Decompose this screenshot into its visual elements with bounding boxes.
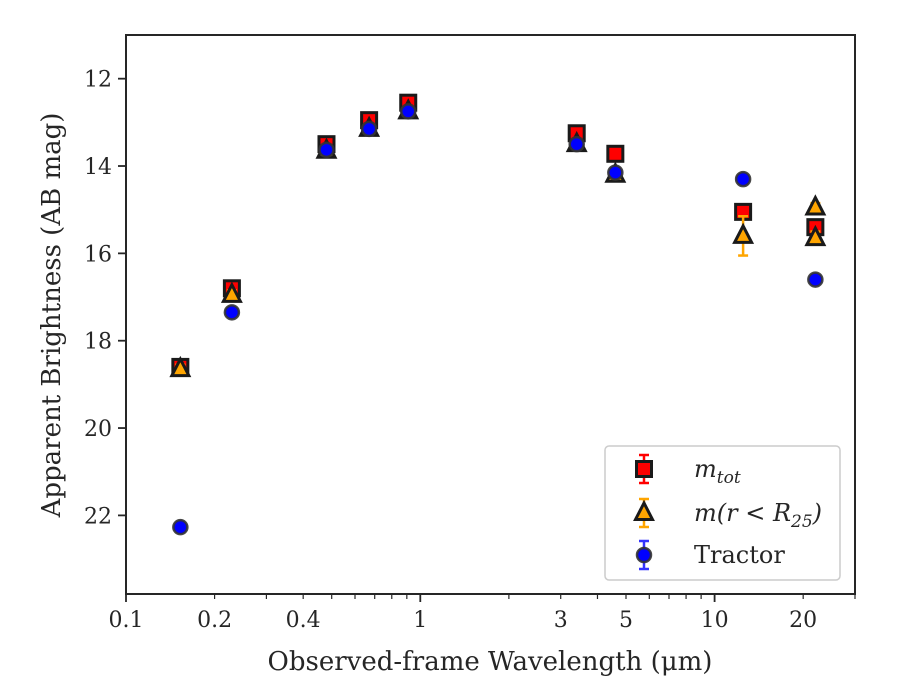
data-point bbox=[223, 304, 241, 321]
legend-label: Tractor bbox=[694, 541, 785, 569]
x-tick-label: 5 bbox=[619, 608, 633, 633]
legend-label: m(r < R25) bbox=[694, 499, 822, 532]
y-tick-label: 14 bbox=[84, 155, 112, 180]
x-axis-label: Observed-frame Wavelength (μm) bbox=[268, 647, 713, 677]
marker-circle bbox=[223, 304, 241, 321]
marker-circle bbox=[607, 164, 624, 181]
legend-box bbox=[604, 445, 841, 581]
y-tick-label: 20 bbox=[84, 417, 112, 442]
x-tick-label: 0.2 bbox=[197, 608, 232, 633]
data-point bbox=[734, 170, 752, 188]
marker-circle bbox=[172, 518, 189, 536]
data-point bbox=[804, 224, 827, 247]
y-tick-label: 12 bbox=[84, 68, 112, 93]
marker-circle bbox=[734, 170, 752, 188]
marker-circle bbox=[568, 135, 585, 153]
data-point bbox=[606, 144, 625, 163]
legend-label-main: m bbox=[694, 455, 717, 483]
series-square bbox=[171, 93, 825, 376]
marker-circle bbox=[360, 120, 378, 138]
series-triangle bbox=[169, 98, 827, 378]
data-point bbox=[169, 355, 192, 378]
legend-label-rest: ) bbox=[812, 499, 822, 527]
data-point bbox=[568, 135, 585, 153]
marker-triangle bbox=[732, 222, 755, 244]
x-tick-label: 3 bbox=[554, 608, 568, 633]
marker-triangle bbox=[633, 499, 655, 521]
plot-frame bbox=[125, 34, 856, 595]
x-tick-label: 0.4 bbox=[286, 608, 321, 633]
marker-square bbox=[635, 460, 653, 478]
data-point bbox=[318, 141, 335, 159]
data-point bbox=[804, 194, 827, 216]
legend-label-sub: 25 bbox=[790, 512, 813, 532]
x-tick-label: 1 bbox=[413, 608, 427, 633]
data-point bbox=[807, 271, 824, 288]
x-axis-ticks: 0.1 0.2 0.4 1 3 5 10 20 bbox=[109, 594, 856, 633]
y-tick-label: 16 bbox=[84, 242, 112, 267]
data-marks bbox=[169, 93, 827, 536]
legend-entry: m(r < R25) bbox=[633, 497, 822, 532]
data-point bbox=[399, 103, 417, 120]
series-circle bbox=[172, 103, 824, 536]
y-tick-label: 22 bbox=[84, 504, 112, 529]
marker-triangle bbox=[804, 194, 827, 216]
legend-label-main: Tractor bbox=[694, 541, 785, 569]
legend-label: mtot bbox=[694, 455, 741, 488]
y-tick-label: 18 bbox=[84, 330, 112, 355]
x-tick-label: 20 bbox=[789, 608, 817, 633]
legend: mtot m(r < R25) Tractor bbox=[604, 445, 841, 581]
marker-circle bbox=[635, 546, 653, 564]
marker-square bbox=[606, 144, 625, 163]
legend-label-sub: tot bbox=[717, 468, 741, 488]
x-tick-label: 0.1 bbox=[109, 608, 144, 633]
legend-label-main: m(r < R bbox=[694, 499, 791, 527]
x-tick-label: 10 bbox=[701, 608, 729, 633]
legend-entry: mtot bbox=[635, 453, 741, 488]
data-point bbox=[220, 281, 243, 303]
data-point bbox=[172, 518, 189, 536]
marker-triangle bbox=[169, 355, 192, 378]
legend-entry: Tractor bbox=[635, 539, 785, 571]
data-point bbox=[607, 164, 624, 181]
y-axis-label: Apparent Brightness (AB mag) bbox=[37, 113, 67, 519]
marker-circle bbox=[318, 141, 335, 159]
data-point bbox=[360, 120, 378, 138]
marker-triangle bbox=[804, 224, 827, 247]
data-point bbox=[732, 214, 755, 257]
marker-circle bbox=[807, 271, 824, 288]
marker-circle bbox=[399, 103, 417, 120]
marker-triangle bbox=[220, 281, 243, 303]
y-axis-ticks: 12 14 16 18 20 22 bbox=[84, 68, 126, 529]
